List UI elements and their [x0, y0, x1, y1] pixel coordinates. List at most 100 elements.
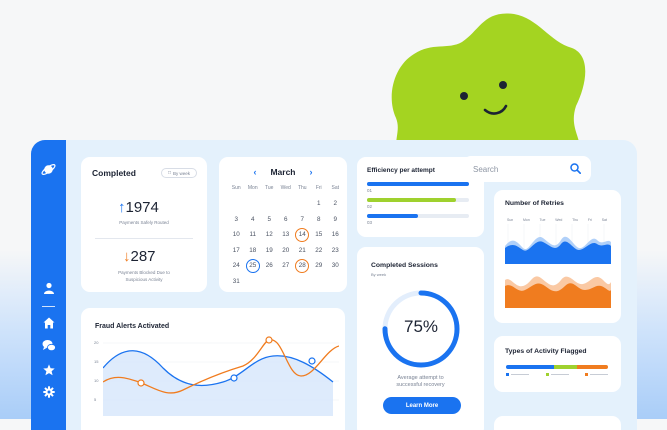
completed-card: Completed □ By week ↑1974 Payments Safely… — [81, 157, 207, 292]
calendar-day[interactable]: 8 — [316, 215, 321, 223]
routed-stat: ↑1974 — [118, 199, 159, 216]
weekday-row: Sun Mon Tue Wed Thu Fri Sat — [228, 185, 344, 191]
calendar-day[interactable]: 24 — [232, 262, 240, 269]
calendar-day[interactable]: 23 — [331, 246, 339, 254]
fraud-y-tick: 15 — [94, 359, 99, 364]
calendar-day[interactable]: 14 — [295, 228, 310, 242]
calendar-day[interactable]: 6 — [283, 215, 288, 223]
calendar-day[interactable]: 20 — [282, 246, 290, 254]
sessions-caption-line-1: Average attempt to — [397, 375, 444, 381]
fraud-y-tick: 10 — [94, 378, 99, 383]
efficiency-bar-label: 01 — [367, 188, 373, 193]
calendar-day[interactable]: 12 — [265, 231, 273, 238]
efficiency-bar-track — [367, 182, 469, 186]
calendar-day[interactable]: 26 — [265, 262, 273, 269]
calendar-day[interactable]: 3 — [234, 215, 238, 223]
sessions-percent: 75% — [403, 317, 439, 336]
activity-card: Types of Activity Flagged — [494, 336, 621, 392]
retries-day-label: Thu — [572, 218, 579, 222]
calendar-day[interactable]: 31 — [232, 277, 240, 285]
calendar-empty-cell — [228, 199, 245, 210]
calendar-day[interactable]: 5 — [267, 215, 271, 223]
activity-segment — [553, 365, 578, 369]
calendar-empty-cell — [261, 199, 278, 210]
calendar-day[interactable]: 11 — [249, 231, 257, 238]
sessions-card: Completed Sessions By week 75% Average a… — [357, 247, 484, 430]
calendar-day[interactable]: 29 — [315, 262, 323, 269]
retries-day-label: Mon — [522, 218, 530, 222]
sessions-subtitle: By week — [371, 272, 387, 277]
chat-icon[interactable] — [39, 336, 58, 355]
fraud-y-tick: 5 — [94, 397, 97, 402]
efficiency-bar-track — [367, 214, 469, 218]
calendar-day[interactable]: 7 — [300, 215, 304, 223]
weekday-label: Sun — [231, 185, 241, 191]
retries-wave-chart — [505, 224, 611, 308]
efficiency-bar-fill — [367, 182, 469, 186]
learn-more-button[interactable]: Learn More — [383, 397, 461, 414]
calendar-day[interactable]: 27 — [282, 262, 290, 269]
retries-day-label: Fri — [587, 218, 592, 222]
efficiency-title: Efficiency per attempt — [367, 167, 435, 174]
user-icon[interactable] — [39, 278, 58, 297]
legend-item-orange — [585, 373, 608, 376]
efficiency-bar-label: 03 — [367, 220, 373, 225]
calendar-day[interactable]: 10 — [232, 231, 240, 238]
chevron-left-icon[interactable]: ‹ — [253, 167, 257, 177]
calendar-day[interactable]: 28 — [295, 259, 310, 273]
calendar-day[interactable]: 16 — [331, 231, 339, 238]
search-icon[interactable] — [570, 163, 581, 174]
retries-card: Number of Retries Sun Mon Tue Wed Thu Fri Sat — [494, 190, 621, 323]
sidebar-divider — [42, 306, 55, 307]
calendar-day[interactable]: 17 — [232, 246, 240, 254]
planet-icon[interactable] — [39, 160, 58, 179]
blocked-value: 287 — [130, 248, 156, 265]
calendar-empty-cell — [245, 199, 262, 210]
sessions-progress-ring — [382, 290, 460, 368]
efficiency-bar-fill — [367, 198, 456, 202]
calendar-day[interactable]: 22 — [315, 246, 323, 254]
activity-stacked-bar — [506, 365, 608, 369]
activity-legend — [506, 373, 608, 376]
calendar-day[interactable]: 21 — [298, 246, 306, 254]
calendar-header: ‹ March › — [219, 167, 347, 177]
calendar-day[interactable]: 15 — [315, 231, 323, 238]
search-box — [463, 156, 591, 182]
routed-value: 1974 — [125, 199, 159, 216]
calendar-day[interactable]: 2 — [333, 200, 337, 207]
retries-title: Number of Retries — [505, 200, 564, 207]
calendar-day[interactable]: 25 — [245, 259, 260, 273]
sessions-title: Completed Sessions — [371, 262, 438, 269]
calendar-month: March — [270, 167, 296, 177]
calendar-empty-cell — [278, 199, 295, 210]
search-input[interactable] — [473, 161, 563, 177]
partial-card — [494, 416, 621, 430]
weekday-label: Mon — [247, 185, 258, 191]
calendar-day[interactable]: 9 — [333, 215, 337, 223]
gear-icon[interactable] — [39, 382, 58, 401]
star-icon[interactable] — [39, 360, 58, 379]
calendar-empty-cell — [294, 199, 311, 210]
chevron-right-icon[interactable]: › — [309, 167, 313, 177]
activity-title: Types of Activity Flagged — [505, 348, 587, 355]
blocked-label-line-1: Payments Blocked Due to — [118, 270, 170, 275]
calendar-day[interactable]: 18 — [249, 246, 257, 254]
arrow-down-icon: ↓ — [123, 248, 131, 265]
retries-day-label: Sun — [507, 218, 514, 222]
efficiency-bar-fill — [367, 214, 418, 218]
weekday-label: Sat — [331, 185, 339, 191]
calendar-day[interactable]: 13 — [282, 231, 290, 238]
calendar-day[interactable]: 4 — [250, 215, 255, 223]
dashboard-panel: Completed □ By week ↑1974 Payments Safely… — [31, 140, 637, 430]
completed-period-label: By week — [173, 170, 191, 176]
fraud-alerts-card: Fraud Alerts Activated 20 15 10 5 — [81, 308, 345, 430]
calendar-day[interactable]: 30 — [331, 262, 339, 269]
arrow-up-icon: ↑ — [118, 199, 126, 216]
efficiency-bar-label: 02 — [367, 204, 373, 209]
calendar-day[interactable]: 1 — [316, 200, 321, 207]
completed-period-dropdown[interactable]: □ By week — [161, 168, 197, 178]
sessions-caption-line-2: successful recovery — [396, 382, 445, 388]
calendar-day[interactable]: 19 — [265, 246, 273, 254]
home-icon[interactable] — [39, 313, 58, 332]
routed-label: Payments Safely Routed — [119, 220, 169, 225]
